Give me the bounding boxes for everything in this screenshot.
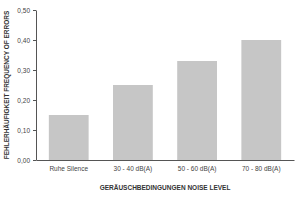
y-tick: 0,00 — [17, 157, 36, 164]
x-axis-line — [37, 160, 295, 161]
bar — [177, 61, 217, 160]
chart: 0,00 0,10 0,20 0,30 0,40 0,50 Ruhe Silence 30 -… — [0, 0, 300, 200]
bars — [49, 40, 281, 160]
y-tick-label: 0,50 — [17, 7, 30, 14]
y-tick-mark — [33, 130, 36, 131]
y-tick-label: 0,30 — [17, 67, 30, 74]
y-tick-mark — [33, 70, 36, 71]
y-axis-line — [36, 11, 37, 161]
x-axis: Ruhe Silence 30 - 40 dB(A) 50 - 60 dB(A) 70… — [37, 160, 295, 173]
plot: 0,00 0,10 0,20 0,30 0,40 0,50 Ruhe Silence 30 -… — [17, 7, 294, 173]
y-tick-mark — [33, 100, 36, 101]
bar — [241, 40, 281, 160]
y-tick: 0,10 — [17, 127, 36, 134]
y-tick-label: 0,40 — [17, 37, 30, 44]
bar — [49, 115, 89, 160]
y-tick-label: 0,20 — [17, 97, 30, 104]
y-axis-title: FEHLERHÄUFIGKEIT FREQUENCY OF ERRORS — [3, 10, 11, 159]
x-tick-label: 50 - 60 dB(A) — [178, 165, 217, 173]
y-tick: 0,30 — [17, 67, 36, 74]
x-axis-title: GERÄUSCHBEDINGUNGEN NOISE LEVEL — [100, 184, 231, 191]
x-tick-label: 70 - 80 dB(A) — [242, 165, 281, 173]
y-tick-mark — [33, 40, 36, 41]
y-axis: 0,00 0,10 0,20 0,30 0,40 0,50 — [17, 7, 36, 164]
x-tick: Ruhe Silence — [49, 160, 88, 172]
x-tick-label: Ruhe Silence — [49, 165, 88, 172]
y-tick: 0,50 — [17, 7, 36, 14]
y-tick: 0,40 — [17, 37, 36, 44]
x-tick: 70 - 80 dB(A) — [242, 160, 281, 173]
y-tick-mark — [33, 10, 36, 11]
y-tick: 0,20 — [17, 97, 36, 104]
x-tick-label: 30 - 40 dB(A) — [114, 165, 153, 173]
y-tick-label: 0,10 — [17, 127, 30, 134]
x-tick: 50 - 60 dB(A) — [178, 160, 217, 173]
bar — [113, 85, 153, 160]
x-tick: 30 - 40 dB(A) — [114, 160, 153, 173]
y-tick-mark — [33, 160, 36, 161]
y-tick-label: 0,00 — [17, 157, 30, 164]
